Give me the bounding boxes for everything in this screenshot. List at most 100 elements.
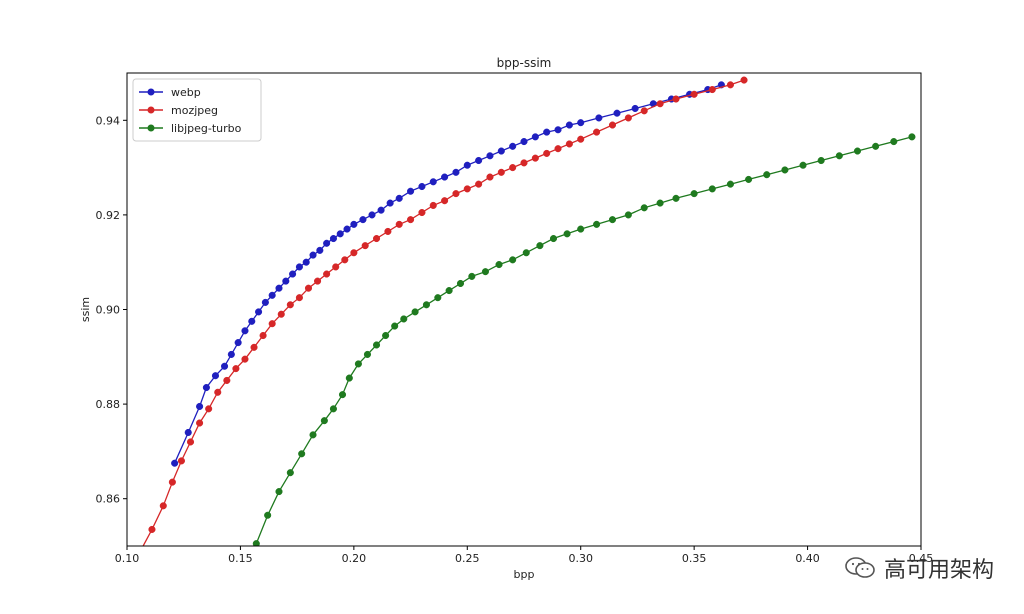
- data-point-webp: [577, 119, 585, 127]
- data-point-libjpeg-turbo: [309, 431, 317, 439]
- data-point-libjpeg-turbo: [708, 185, 716, 193]
- data-point-mozjpeg: [186, 438, 195, 446]
- data-point-mozjpeg: [205, 405, 213, 413]
- data-point-webp: [368, 211, 376, 219]
- data-point-libjpeg-turbo: [640, 204, 648, 212]
- data-point-mozjpeg: [304, 284, 313, 292]
- data-point-webp: [227, 350, 235, 358]
- series-line-mozjpeg: [142, 79, 745, 546]
- data-point-mozjpeg: [259, 331, 267, 340]
- data-point-libjpeg-turbo: [608, 216, 617, 224]
- legend-marker-webp: [147, 88, 155, 96]
- series-line-libjpeg-turbo: [255, 136, 913, 544]
- data-point-libjpeg-turbo: [872, 142, 880, 150]
- data-point-libjpeg-turbo: [372, 341, 381, 349]
- data-point-webp: [350, 220, 358, 228]
- data-point-libjpeg-turbo: [799, 161, 807, 169]
- data-point-webp: [289, 270, 297, 278]
- data-point-mozjpeg: [486, 173, 494, 181]
- data-point-mozjpeg: [624, 114, 632, 122]
- data-point-webp: [248, 317, 256, 325]
- data-point-libjpeg-turbo: [745, 175, 753, 183]
- data-point-webp: [275, 284, 283, 292]
- data-point-libjpeg-turbo: [445, 287, 453, 295]
- data-point-libjpeg-turbo: [338, 391, 347, 399]
- data-point-libjpeg-turbo: [345, 374, 353, 382]
- data-point-mozjpeg: [726, 81, 734, 89]
- data-point-mozjpeg: [250, 343, 258, 351]
- chart-title: bpp-ssim: [497, 56, 552, 70]
- data-point-mozjpeg: [690, 90, 698, 98]
- data-point-libjpeg-turbo: [286, 469, 294, 477]
- data-point-libjpeg-turbo: [563, 230, 571, 238]
- x-tick-label: 0.20: [342, 552, 367, 565]
- data-point-libjpeg-turbo: [298, 450, 306, 458]
- data-point-mozjpeg: [148, 525, 156, 533]
- data-point-mozjpeg: [168, 478, 176, 486]
- data-point-libjpeg-turbo: [656, 199, 664, 207]
- data-point-libjpeg-turbo: [522, 249, 530, 257]
- data-point-mozjpeg: [418, 208, 426, 217]
- data-point-webp: [543, 128, 551, 136]
- data-point-webp: [386, 199, 394, 207]
- data-point-webp: [316, 246, 324, 254]
- data-point-webp: [234, 339, 242, 347]
- data-point-mozjpeg: [429, 201, 437, 209]
- data-point-mozjpeg: [656, 100, 664, 108]
- data-point-mozjpeg: [361, 242, 369, 250]
- data-point-mozjpeg: [497, 168, 505, 176]
- data-point-mozjpeg: [232, 365, 240, 373]
- data-point-mozjpeg: [268, 320, 276, 328]
- data-point-mozjpeg: [323, 270, 331, 278]
- data-point-webp: [343, 225, 351, 233]
- data-point-webp: [241, 327, 249, 335]
- x-tick-label: 0.35: [682, 552, 707, 565]
- data-point-libjpeg-turbo: [320, 417, 328, 425]
- data-point-libjpeg-turbo: [456, 279, 465, 288]
- legend-box: [132, 78, 262, 142]
- data-point-libjpeg-turbo: [853, 147, 862, 155]
- data-point-mozjpeg: [577, 135, 585, 143]
- data-point-webp: [509, 142, 517, 150]
- data-point-webp: [377, 206, 385, 214]
- data-point-webp: [184, 428, 192, 437]
- data-point-webp: [475, 156, 483, 165]
- data-point-webp: [631, 104, 639, 113]
- data-point-libjpeg-turbo: [908, 133, 916, 141]
- data-point-webp: [595, 114, 603, 122]
- data-point-webp: [171, 459, 179, 467]
- data-point-webp: [336, 230, 344, 238]
- data-point-libjpeg-turbo: [391, 322, 399, 330]
- data-point-libjpeg-turbo: [264, 511, 272, 519]
- data-point-mozjpeg: [159, 502, 167, 510]
- y-axis-label: ssim: [79, 297, 92, 322]
- data-point-webp: [429, 178, 437, 186]
- data-point-libjpeg-turbo: [329, 405, 337, 413]
- data-point-webp: [196, 402, 204, 411]
- y-tick-label: 0.90: [96, 304, 121, 317]
- legend-marker-libjpeg-turbo: [147, 124, 155, 132]
- data-point-libjpeg-turbo: [549, 235, 558, 243]
- data-point-webp: [282, 277, 290, 285]
- data-point-mozjpeg: [372, 235, 381, 243]
- legend-label-mozjpeg: mozjpeg: [171, 104, 218, 117]
- data-point-webp: [407, 187, 415, 195]
- data-point-webp: [452, 168, 460, 176]
- data-point-webp: [309, 251, 317, 259]
- data-point-mozjpeg: [608, 121, 617, 129]
- data-point-libjpeg-turbo: [781, 166, 789, 174]
- data-point-mozjpeg: [286, 301, 294, 309]
- data-point-webp: [323, 239, 331, 247]
- legend-label-libjpeg-turbo: libjpeg-turbo: [171, 122, 242, 135]
- data-point-mozjpeg: [672, 95, 680, 103]
- data-point-mozjpeg: [196, 419, 204, 427]
- data-point-libjpeg-turbo: [363, 350, 372, 358]
- legend-marker-mozjpeg: [147, 106, 155, 114]
- series-line-webp: [174, 84, 722, 464]
- watermark: 高可用架构: [844, 552, 994, 584]
- data-point-mozjpeg: [554, 145, 562, 153]
- data-point-mozjpeg: [520, 159, 528, 167]
- data-point-webp: [565, 121, 573, 129]
- data-point-libjpeg-turbo: [252, 540, 260, 546]
